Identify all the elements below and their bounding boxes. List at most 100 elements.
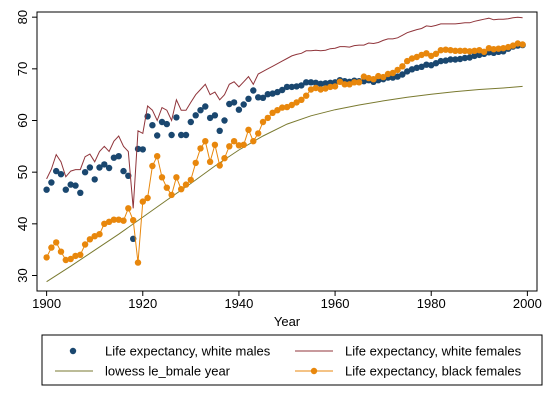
data-point (322, 85, 329, 92)
data-point (418, 51, 425, 59)
data-point (466, 48, 473, 55)
data-point (48, 244, 55, 251)
data-point (149, 162, 156, 170)
data-point (360, 78, 368, 85)
data-point (404, 57, 411, 65)
data-point (182, 181, 190, 188)
data-point (283, 83, 291, 91)
data-point (274, 88, 281, 96)
data-point (255, 130, 262, 137)
data-point (86, 236, 94, 243)
data-point (471, 52, 478, 60)
legend-marker (310, 367, 318, 375)
data-point (67, 255, 74, 263)
data-point (192, 159, 199, 167)
y-tick-label: 70 (15, 62, 30, 76)
data-point (428, 61, 435, 69)
data-point (505, 43, 512, 51)
data-point (307, 79, 315, 86)
data-point (264, 114, 271, 122)
data-point (221, 117, 228, 124)
series-line (46, 16, 523, 209)
data-point (235, 106, 243, 113)
data-point (519, 41, 526, 48)
legend-item: lowess le_bmale year (55, 364, 231, 379)
legend-label: lowess le_bmale year (105, 364, 231, 379)
legend-item: Life expectancy, white females (295, 344, 522, 359)
data-point (139, 146, 146, 153)
data-point (490, 46, 497, 53)
data-point (96, 164, 103, 171)
data-point (235, 142, 243, 149)
data-point (250, 138, 257, 145)
data-point (216, 162, 223, 169)
data-point (432, 50, 440, 57)
data-point (187, 118, 194, 126)
data-point (240, 141, 247, 148)
data-point (163, 120, 170, 128)
data-point (197, 145, 204, 152)
data-point (72, 182, 79, 189)
data-point (336, 78, 344, 86)
data-point (293, 83, 300, 90)
data-point (408, 66, 416, 73)
data-point (394, 66, 401, 74)
series-line (46, 85, 523, 283)
data-point (384, 70, 392, 78)
data-point (182, 131, 190, 139)
x-tick-label: 2000 (513, 296, 542, 311)
data-point (360, 73, 368, 80)
legend-label: Life expectancy, black females (345, 364, 522, 379)
data-point (110, 154, 118, 161)
plot-frame (36, 11, 538, 292)
data-point (355, 79, 363, 86)
data-point (53, 239, 60, 246)
data-point (139, 198, 146, 205)
data-point (456, 47, 464, 54)
data-point (158, 118, 166, 126)
data-point (293, 99, 300, 106)
y-tick-label: 30 (15, 268, 30, 282)
data-point (288, 83, 295, 91)
data-point (77, 189, 84, 196)
data-point (77, 251, 84, 258)
data-point (245, 126, 252, 133)
data-point (226, 100, 233, 108)
data-point (423, 50, 430, 57)
y-tick-label: 40 (15, 217, 30, 231)
data-point (197, 107, 204, 114)
data-point (86, 164, 94, 171)
y-tick-label: 60 (15, 113, 30, 127)
data-point (303, 92, 310, 99)
data-point (178, 186, 185, 193)
legend-item: Life expectancy, white males (69, 344, 271, 359)
data-point (432, 60, 440, 67)
data-point (307, 86, 315, 93)
data-point (370, 76, 377, 83)
data-point (211, 141, 219, 148)
data-point (389, 74, 396, 81)
data-point (81, 169, 89, 176)
data-point (96, 231, 103, 238)
data-point (178, 131, 185, 139)
data-point (125, 205, 132, 212)
data-point (447, 56, 454, 63)
x-axis-title: Year (274, 314, 301, 329)
x-axis: 1900 1920 1940 1960 1980 2000 (32, 291, 542, 311)
data-point (423, 61, 430, 68)
legend-item: Life expectancy, black females (295, 364, 522, 379)
data-point (168, 191, 175, 199)
y-axis: 30 40 50 60 70 80 (15, 10, 37, 283)
data-point (452, 47, 459, 54)
data-point (418, 63, 425, 70)
data-point (120, 217, 127, 224)
data-point (312, 84, 319, 92)
data-point (206, 114, 214, 122)
data-point (240, 101, 247, 108)
data-point (298, 82, 305, 89)
data-point (341, 81, 348, 88)
data-point (476, 47, 483, 54)
data-point (437, 47, 444, 54)
data-point (509, 42, 517, 49)
